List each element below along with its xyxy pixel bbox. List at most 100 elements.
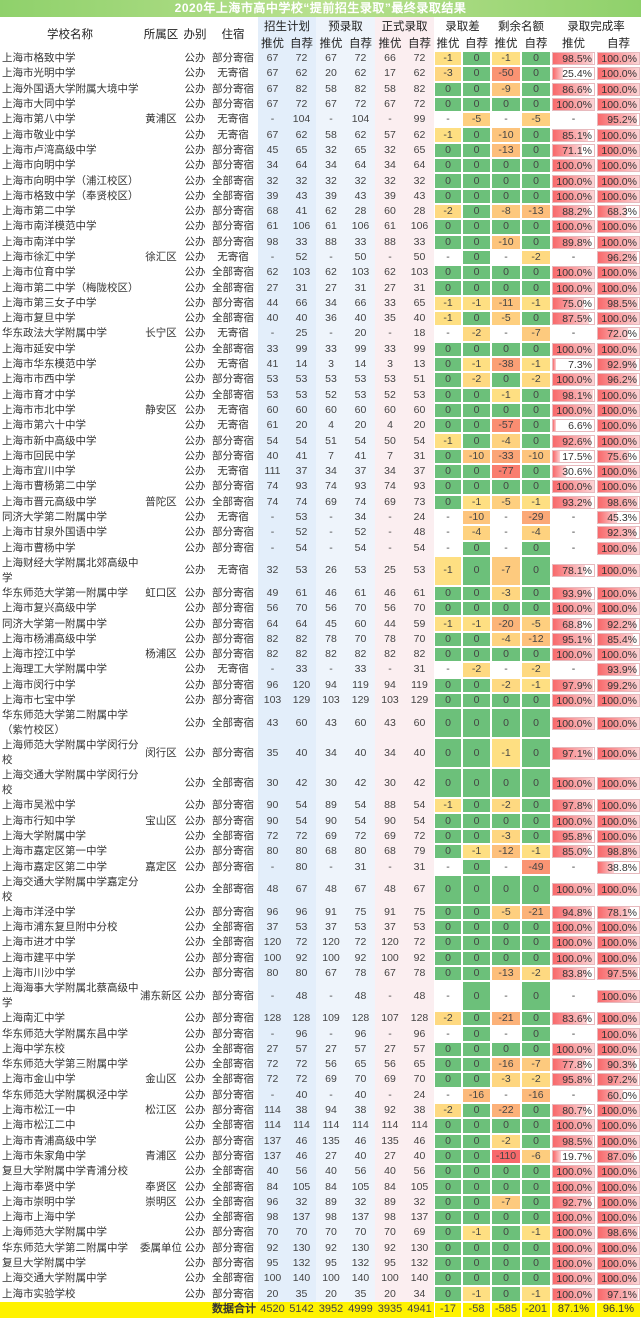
count-cell: 114 <box>405 1118 434 1134</box>
school-type: 公办 <box>184 860 206 873</box>
admit-diff-cell: 0 <box>434 1240 462 1256</box>
count-cell: 103 <box>346 265 375 281</box>
rate-bar-fill <box>553 1212 594 1224</box>
count-cell: 40 <box>287 1087 316 1103</box>
completion-rate-cell: 100.0% <box>596 1102 641 1119</box>
count-cell: 60 <box>287 708 316 739</box>
count-cell: 96 <box>346 1026 375 1042</box>
count-cell: 128 <box>287 1011 316 1027</box>
rate-bar-fill <box>598 603 639 615</box>
completion-rate-cell: 100.0% <box>551 96 596 113</box>
remaining-cell: 0 <box>521 1240 551 1256</box>
count-cell: 7 <box>375 448 405 465</box>
district <box>140 66 182 81</box>
completion-rate-cell: 100.0% <box>596 81 641 97</box>
count-cell: 66 <box>287 295 316 312</box>
completion-rate-cell: 100.0% <box>596 158 641 174</box>
completion-rate-cell: 95.8% <box>551 1072 596 1088</box>
remaining-cell: 0 <box>491 158 521 174</box>
rate-bar: 97.8% <box>552 799 595 813</box>
count-cell: 100 <box>316 1271 346 1287</box>
admit-diff-cell: -1 <box>434 555 462 586</box>
rate-value: 68.3% <box>607 206 637 219</box>
rate-bar: 87.5% <box>552 312 595 326</box>
completion-rate-cell: 85.1% <box>551 127 596 143</box>
admit-diff-cell: 0 <box>462 1179 491 1195</box>
rate-bar-fill <box>553 313 589 325</box>
count-cell: 34 <box>346 509 375 526</box>
district: 青浦区 <box>145 1149 177 1162</box>
count-cell: 52 <box>375 387 405 403</box>
rate-bar-fill <box>553 389 594 401</box>
remaining-cell: 0 <box>491 1225 521 1241</box>
rate-bar-fill <box>598 359 637 371</box>
completion-rate-cell: 7.3% <box>551 356 596 373</box>
completion-rate-cell: 78.1% <box>551 555 596 586</box>
housing: 部分寄宿 <box>212 373 254 386</box>
remaining-cell: -1 <box>521 1225 551 1241</box>
count-cell: 34 <box>316 158 346 174</box>
count-cell: 40 <box>346 1087 375 1103</box>
count-cell: 42 <box>405 768 434 799</box>
housing: 全部寄宿 <box>212 921 254 934</box>
rate-bar-fill <box>598 1181 639 1193</box>
count-cell: 17 <box>375 66 405 82</box>
admit-diff-cell: 0 <box>462 1210 491 1226</box>
admit-diff-cell: 0 <box>462 341 491 357</box>
housing: 全部寄宿 <box>212 1073 254 1086</box>
subheader-self: 自荐 <box>346 34 375 51</box>
count-cell: 106 <box>287 219 316 235</box>
count-cell: 27 <box>375 1041 405 1058</box>
count-cell: 57 <box>346 1041 375 1058</box>
count-cell: 24 <box>405 1087 434 1103</box>
completion-rate-cell: 6.6% <box>551 418 596 434</box>
rate-bar-fill <box>598 404 639 416</box>
table-row: 上海市青浦高级中学 公办 部分寄宿 137 46 135 46 135 46 0 0 -2 0 98.5%… <box>0 1133 641 1149</box>
rate-value: 100.0% <box>601 1135 637 1148</box>
admit-diff-cell: 0 <box>462 1240 491 1256</box>
remaining-cell: - <box>491 662 521 678</box>
count-cell: 53 <box>346 555 375 586</box>
rate-bar: 100.0% <box>597 1119 640 1133</box>
district <box>140 829 182 844</box>
rate-bar: 100.0% <box>597 814 640 828</box>
district <box>140 556 182 586</box>
rate-bar: 100.0% <box>552 883 595 897</box>
rate-bar: 93.9% <box>597 663 640 677</box>
rate-bar-fill <box>598 967 638 979</box>
school-name: 上海市曹杨中学 <box>2 541 76 554</box>
table-row: 华东政法大学附属中学 长宁区 公办 无寄宿 -25-20-18- -2- -7-72.0% <box>0 326 641 342</box>
rate-bar-fill <box>598 481 639 493</box>
school-type: 公办 <box>184 419 206 432</box>
remaining-cell: -3 <box>491 828 521 845</box>
housing: 无寄宿 <box>217 564 249 577</box>
rate-value: 100.0% <box>556 649 592 662</box>
admit-diff-cell: 0 <box>462 950 491 966</box>
school-name: 上海市曹杨第二中学 <box>2 480 97 493</box>
remaining-cell: 0 <box>521 950 551 966</box>
count-cell: 64 <box>287 616 316 632</box>
completion-rate-cell: 100.0% <box>596 127 641 143</box>
rate-bar: 68.8% <box>552 617 595 631</box>
count-cell: 92 <box>405 950 434 966</box>
rate-value: 75.0% <box>562 297 592 310</box>
school-name: 上海市新中高级中学 <box>2 434 97 447</box>
count-cell: - <box>258 112 287 128</box>
count-cell: 56 <box>375 601 405 617</box>
housing: 部分寄宿 <box>212 678 254 691</box>
admit-diff-cell: 0 <box>434 158 462 174</box>
district <box>140 1118 182 1133</box>
rate-bar: 100.0% <box>597 434 640 448</box>
admit-diff-cell: 0 <box>462 1041 491 1058</box>
admit-diff-cell: 0 <box>462 631 491 647</box>
completion-rate-cell: 100.0% <box>551 1271 596 1287</box>
count-cell: 50 <box>405 249 434 266</box>
rate-bar-fill <box>598 99 639 111</box>
rate-bar-fill <box>553 1105 587 1117</box>
count-cell: 137 <box>346 1210 375 1226</box>
district: 崇明区 <box>145 1195 177 1208</box>
completion-rate-cell: 100.0% <box>596 1133 641 1149</box>
count-cell: 37 <box>405 464 434 480</box>
rate-bar-fill <box>598 267 639 279</box>
rate-bar-fill <box>553 815 594 827</box>
